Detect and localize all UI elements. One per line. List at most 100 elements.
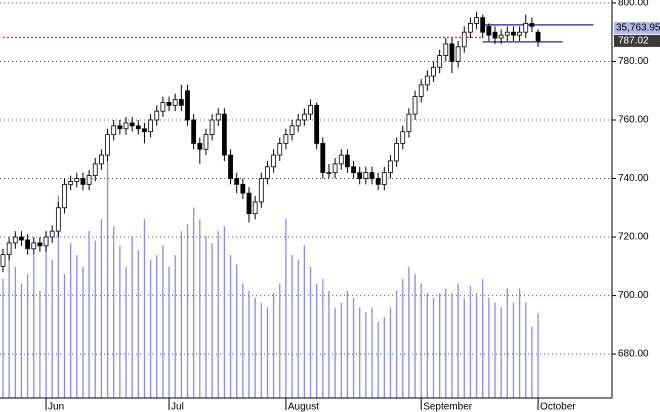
candle-body	[388, 160, 393, 174]
y-tick-label: 760.00	[618, 115, 649, 126]
candle-body	[375, 178, 381, 185]
candle-body	[68, 181, 74, 185]
candle-body	[504, 31, 510, 36]
candle-body	[105, 134, 110, 156]
candle-body	[277, 142, 283, 156]
candle-body	[62, 183, 67, 209]
candle-body	[154, 110, 160, 121]
candle-body	[252, 201, 258, 215]
candle-body	[289, 125, 295, 136]
candle-body	[437, 55, 443, 68]
x-tick-label: October	[540, 402, 576, 412]
candle-body	[135, 125, 141, 130]
volume-label: 35,763.95	[616, 23, 660, 34]
candle-body	[80, 178, 86, 185]
candle-body	[400, 131, 406, 144]
candle-body	[363, 172, 369, 179]
candle-body	[529, 23, 535, 27]
candle-body	[308, 104, 313, 115]
candle-body	[480, 17, 486, 33]
candle-body	[74, 178, 80, 182]
candle-body	[344, 154, 350, 168]
candle-body	[43, 236, 49, 247]
candle-body	[111, 125, 117, 136]
candle-body	[406, 113, 412, 133]
candle-body	[166, 102, 172, 106]
candle-body	[117, 125, 123, 130]
close-label: 787.02	[618, 36, 649, 47]
candle-body	[523, 23, 529, 33]
candle-body	[37, 242, 43, 247]
candle-body	[431, 66, 436, 77]
candle-body	[185, 90, 190, 121]
candle-body	[197, 142, 203, 150]
candle-body	[357, 172, 363, 179]
candle-body	[369, 172, 375, 179]
candle-body	[418, 84, 424, 97]
candle-body	[209, 119, 215, 136]
y-tick-label: 800.00	[618, 0, 649, 9]
candle-body	[449, 43, 455, 62]
candle-body	[0, 254, 6, 267]
candle-body	[381, 172, 387, 185]
close-label-box	[614, 34, 660, 47]
candle-body	[511, 31, 516, 36]
candle-body	[474, 17, 479, 24]
candle-body	[203, 134, 209, 150]
candle-body	[351, 166, 356, 174]
candle-body	[492, 31, 498, 39]
candle-body	[535, 31, 541, 42]
x-tick-label: September	[423, 402, 473, 412]
y-tick-label: 700.00	[618, 290, 649, 301]
candle-body	[221, 113, 227, 156]
candle-body	[99, 154, 104, 165]
candle-body	[129, 122, 135, 127]
y-tick-label: 680.00	[618, 349, 649, 360]
candle-body	[338, 154, 344, 165]
x-tick-label: Jun	[48, 402, 64, 412]
candle-body	[240, 183, 246, 194]
y-tick-label: 780.00	[618, 56, 649, 67]
volume-label-box	[614, 21, 660, 34]
candle-body	[228, 154, 233, 179]
candle-body	[265, 166, 270, 179]
candle-body	[332, 163, 338, 174]
candle-body	[461, 31, 467, 48]
y-tick-label: 720.00	[618, 232, 649, 243]
candle-body	[142, 128, 147, 133]
x-tick-label: Jul	[171, 402, 184, 412]
candle-body	[49, 230, 55, 238]
candle-body	[295, 119, 301, 127]
candle-body	[86, 175, 92, 185]
candle-body	[301, 113, 307, 121]
candle-body	[498, 34, 504, 39]
candle-body	[92, 163, 98, 176]
candle-body	[160, 102, 166, 112]
candle-body	[148, 119, 154, 133]
candle-body	[19, 236, 24, 241]
candle-body	[394, 142, 400, 162]
candle-body	[486, 25, 492, 36]
candle-body	[246, 192, 252, 215]
candle-body	[215, 113, 221, 121]
candle-body	[178, 99, 184, 106]
candle-body	[123, 122, 129, 130]
candle-body	[424, 75, 430, 86]
candle-body	[31, 242, 37, 250]
candle-body	[258, 178, 264, 203]
candle-body	[12, 236, 18, 244]
candle-body	[6, 242, 12, 256]
candle-body	[455, 46, 461, 62]
y-tick-label: 740.00	[618, 173, 649, 184]
candle-body	[55, 207, 61, 232]
candle-body	[283, 134, 289, 144]
candle-body	[25, 239, 31, 250]
candle-body	[172, 99, 178, 106]
candle-body	[314, 104, 320, 144]
candle-body	[271, 154, 277, 168]
candle-body	[326, 172, 332, 175]
candle-body	[234, 178, 240, 185]
candle-body	[443, 43, 449, 57]
candle-body	[467, 23, 473, 33]
